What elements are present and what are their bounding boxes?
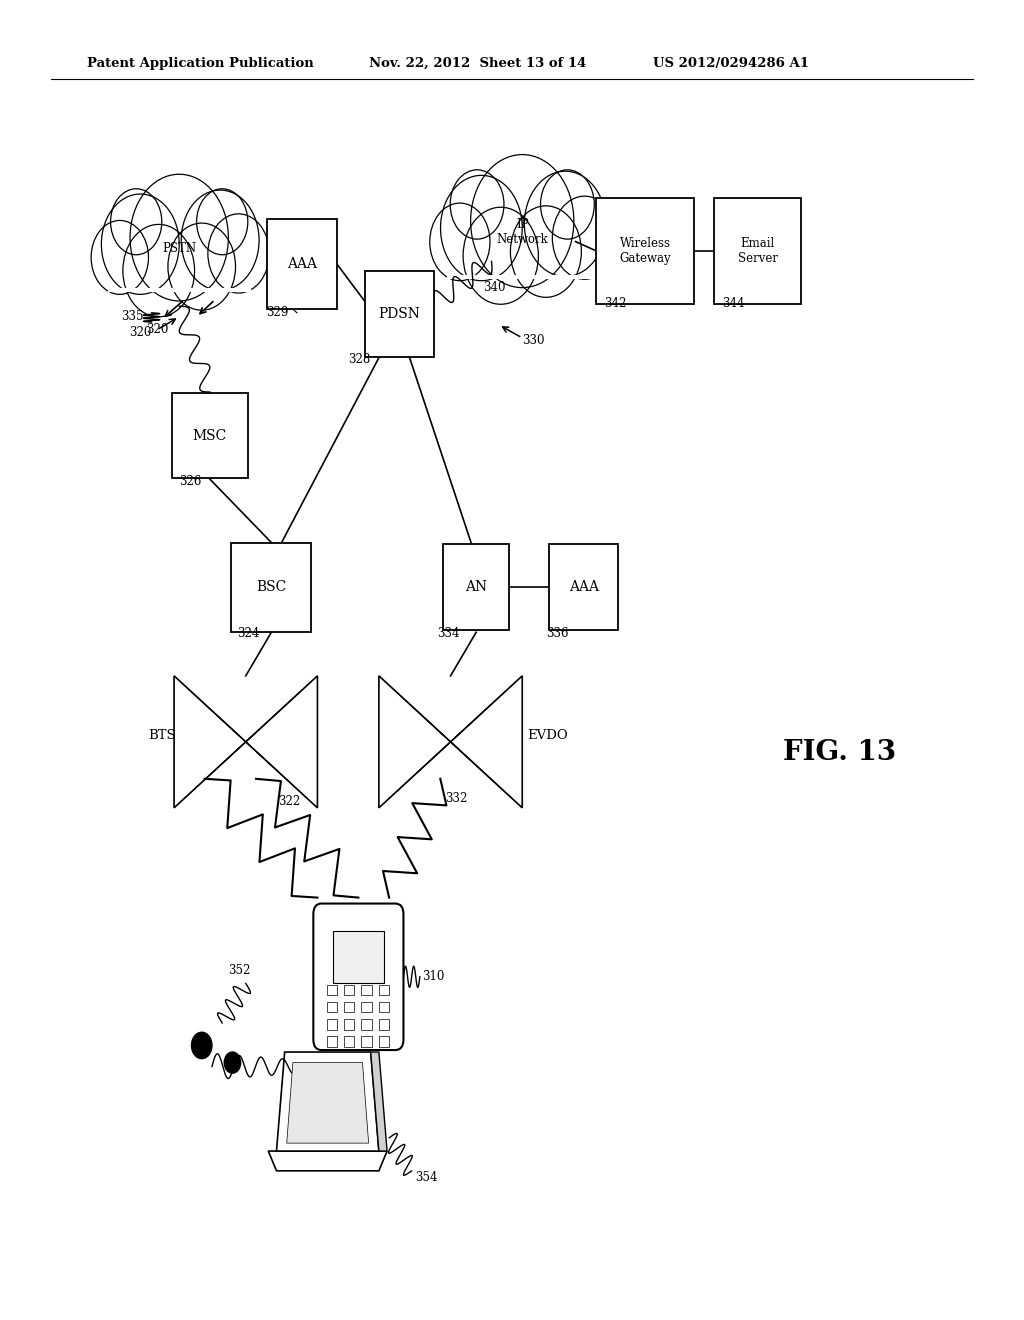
- Circle shape: [224, 1052, 241, 1073]
- FancyBboxPatch shape: [313, 903, 403, 1051]
- Circle shape: [101, 194, 179, 294]
- Text: 334: 334: [437, 627, 460, 640]
- FancyBboxPatch shape: [549, 544, 618, 630]
- Text: FIG. 13: FIG. 13: [783, 739, 896, 766]
- Text: 340: 340: [483, 281, 506, 294]
- Polygon shape: [451, 676, 522, 808]
- FancyBboxPatch shape: [327, 1019, 337, 1030]
- Polygon shape: [287, 1063, 369, 1143]
- Circle shape: [91, 220, 148, 294]
- FancyBboxPatch shape: [344, 1002, 354, 1012]
- FancyBboxPatch shape: [379, 1002, 389, 1012]
- Text: 329: 329: [266, 306, 289, 319]
- Text: US 2012/0294286 A1: US 2012/0294286 A1: [653, 57, 809, 70]
- Text: AN: AN: [465, 581, 487, 594]
- Text: 328: 328: [348, 352, 371, 366]
- FancyBboxPatch shape: [379, 985, 389, 995]
- Circle shape: [541, 170, 594, 239]
- FancyBboxPatch shape: [361, 985, 372, 995]
- FancyBboxPatch shape: [365, 272, 434, 356]
- Text: 342: 342: [604, 297, 627, 310]
- FancyBboxPatch shape: [379, 1019, 389, 1030]
- FancyBboxPatch shape: [442, 544, 510, 630]
- Text: BSC: BSC: [256, 581, 287, 594]
- Text: BTS: BTS: [148, 729, 176, 742]
- Text: Patent Application Publication: Patent Application Publication: [87, 57, 313, 70]
- FancyBboxPatch shape: [715, 198, 801, 304]
- Text: 322: 322: [279, 795, 301, 808]
- Polygon shape: [276, 1052, 379, 1151]
- Circle shape: [463, 207, 539, 305]
- FancyBboxPatch shape: [379, 1036, 389, 1047]
- Text: MSC: MSC: [193, 429, 227, 442]
- Circle shape: [181, 190, 259, 290]
- FancyBboxPatch shape: [344, 1019, 354, 1030]
- FancyBboxPatch shape: [361, 1036, 372, 1047]
- FancyBboxPatch shape: [344, 1036, 354, 1047]
- Text: IP
Network: IP Network: [497, 218, 548, 247]
- Text: 310: 310: [422, 970, 444, 983]
- Text: 320: 320: [146, 322, 169, 335]
- Circle shape: [430, 203, 489, 281]
- Circle shape: [552, 197, 616, 280]
- FancyBboxPatch shape: [327, 1036, 337, 1047]
- Circle shape: [510, 206, 582, 297]
- FancyBboxPatch shape: [344, 985, 354, 995]
- FancyBboxPatch shape: [327, 1002, 337, 1012]
- Polygon shape: [268, 1151, 387, 1171]
- Text: EVDO: EVDO: [527, 729, 568, 742]
- Text: 326: 326: [179, 475, 202, 488]
- Text: 332: 332: [445, 792, 468, 805]
- FancyBboxPatch shape: [361, 1019, 372, 1030]
- Text: AAA: AAA: [568, 581, 599, 594]
- Text: PDSN: PDSN: [379, 308, 420, 321]
- Circle shape: [524, 172, 606, 277]
- Circle shape: [130, 174, 228, 301]
- Circle shape: [123, 224, 195, 317]
- Text: PSTN: PSTN: [162, 242, 197, 255]
- Circle shape: [168, 223, 236, 310]
- Polygon shape: [379, 676, 451, 808]
- Text: 336: 336: [546, 627, 568, 640]
- Text: 320: 320: [129, 326, 152, 339]
- Polygon shape: [371, 1052, 387, 1151]
- Text: Nov. 22, 2012  Sheet 13 of 14: Nov. 22, 2012 Sheet 13 of 14: [369, 57, 586, 70]
- Polygon shape: [174, 676, 246, 808]
- FancyBboxPatch shape: [596, 198, 694, 304]
- FancyBboxPatch shape: [231, 543, 311, 632]
- Circle shape: [111, 189, 162, 255]
- Text: 324: 324: [238, 627, 260, 640]
- FancyBboxPatch shape: [171, 392, 248, 478]
- Text: 352: 352: [228, 964, 251, 977]
- Text: 344: 344: [722, 297, 744, 310]
- Text: Email
Server: Email Server: [737, 236, 778, 265]
- FancyBboxPatch shape: [333, 931, 384, 983]
- Circle shape: [197, 189, 248, 255]
- FancyBboxPatch shape: [267, 219, 337, 309]
- Circle shape: [471, 154, 573, 288]
- Text: AAA: AAA: [287, 257, 317, 271]
- Circle shape: [451, 170, 504, 239]
- FancyBboxPatch shape: [361, 1002, 372, 1012]
- Text: 330: 330: [522, 334, 545, 347]
- Text: 335: 335: [121, 310, 143, 323]
- Polygon shape: [246, 676, 317, 808]
- Circle shape: [191, 1032, 212, 1059]
- Text: Wireless
Gateway: Wireless Gateway: [620, 236, 671, 265]
- Circle shape: [208, 214, 269, 293]
- Text: 354: 354: [415, 1171, 437, 1184]
- Circle shape: [440, 176, 522, 281]
- FancyBboxPatch shape: [327, 985, 337, 995]
